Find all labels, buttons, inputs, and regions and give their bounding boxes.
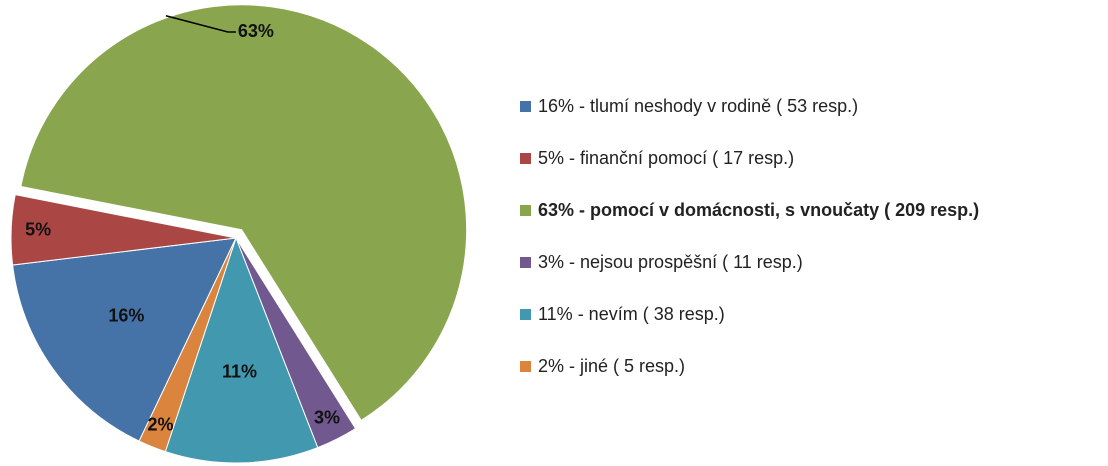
legend-label: 63% - pomocí v domácnosti, s vnoučaty ( … [538,200,979,220]
pie-slice [164,236,319,464]
pie-slice [10,194,237,266]
legend-swatch [520,257,531,268]
legend-swatch [520,205,531,216]
legend-label: 2% - jiné ( 5 resp.) [538,356,685,376]
leader-line [165,15,236,33]
legend-swatch [520,101,531,112]
legend-swatch [520,361,531,372]
pie-slice [20,4,468,422]
legend-swatch [520,153,531,164]
legend-swatch [520,309,531,320]
data-label: 5% [25,219,51,239]
data-label: 11% [222,362,257,382]
pie-slice [138,237,237,453]
legend-label: 3% - nejsou prospěšní ( 11 resp.) [538,252,803,272]
data-label: 16% [108,306,144,326]
pie-slice [12,237,237,442]
legend-label: 5% - finanční pomocí ( 17 resp.) [538,148,794,168]
data-label: 63% [238,21,274,41]
data-label: 3% [314,408,340,428]
data-label: 2% [147,415,173,435]
legend-label: 16% - tlumí neshody v rodině ( 53 resp.) [538,96,858,116]
legend-label: 11% - nevím ( 38 resp.) [538,304,725,324]
